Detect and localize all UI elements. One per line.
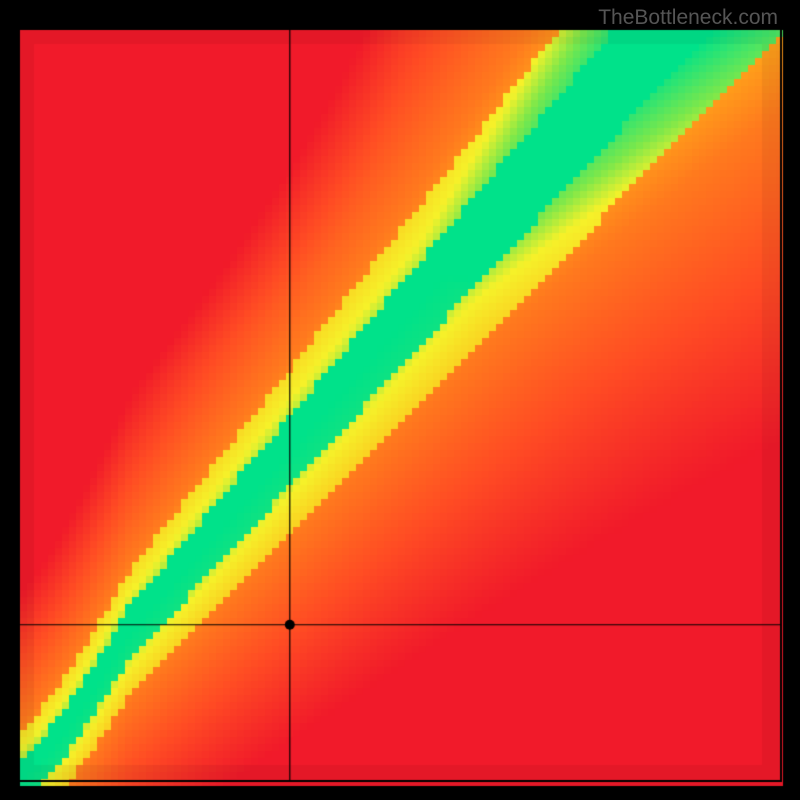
- bottleneck-heatmap: [0, 0, 800, 800]
- watermark-text: TheBottleneck.com: [598, 6, 778, 30]
